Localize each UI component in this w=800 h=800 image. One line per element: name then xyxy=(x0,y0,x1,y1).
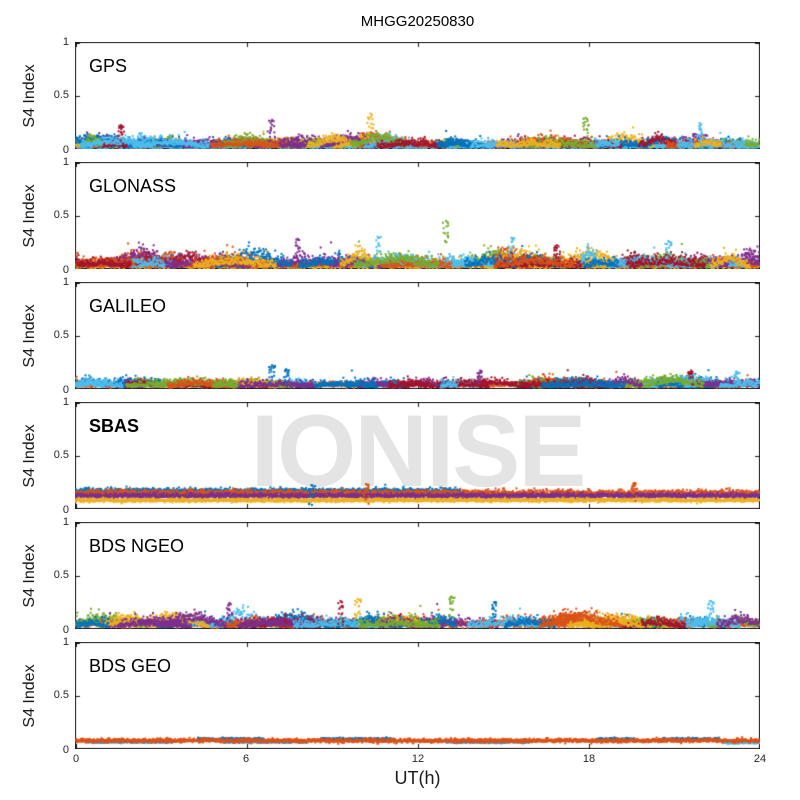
bds-geo-scatter-canvas xyxy=(75,642,760,749)
panel-galileo: S4 Index 1 0.5 0 GALILEO xyxy=(0,276,800,396)
y-tick-label-0: 0 xyxy=(62,384,69,396)
y-tick-label-0p5: 0.5 xyxy=(53,449,69,461)
panel-label-glonass: GLONASS xyxy=(89,176,177,196)
panel-label-gps: GPS xyxy=(89,56,128,76)
gps-scatter-canvas xyxy=(75,42,760,149)
panel-gps: S4 Index 1 0.5 0 GPS xyxy=(0,36,800,156)
galileo-scatter-canvas xyxy=(75,282,760,389)
plot-area-galileo: GALILEO xyxy=(75,282,760,389)
bds-ngeo-scatter-canvas xyxy=(75,522,760,629)
panel-label-sbas: SBAS xyxy=(89,416,140,436)
sbas-scatter-canvas xyxy=(75,402,760,509)
panel-bds-geo: S4 Index 1 0.5 0 BDS GEO xyxy=(0,636,800,756)
y-tick-label-1: 1 xyxy=(62,276,69,288)
y-tick-label-1: 1 xyxy=(62,516,69,528)
y-tick-label-0p5: 0.5 xyxy=(53,569,69,581)
panel-label-bds-geo: BDS GEO xyxy=(89,656,172,676)
plot-area-gps: GPS xyxy=(75,42,760,149)
y-tick-label-0: 0 xyxy=(62,264,69,276)
y-tick-label-0p5: 0.5 xyxy=(53,89,69,101)
figure-title: MHGG20250830 xyxy=(360,13,475,30)
x-axis-title: UT(h) xyxy=(394,768,441,788)
x-tick-label-0: 0 xyxy=(72,753,80,765)
panel-label-bds-ngeo: BDS NGEO xyxy=(89,536,185,556)
y-tick-label-1: 1 xyxy=(62,36,69,48)
y-tick-label-0: 0 xyxy=(62,744,69,756)
y-tick-label-1: 1 xyxy=(62,156,69,168)
x-axis-tick-labels: 0 6 12 18 24 xyxy=(0,753,800,767)
y-tick-label-0p5: 0.5 xyxy=(53,209,69,221)
panel-sbas: S4 Index 1 0.5 0 SBAS xyxy=(0,396,800,516)
glonass-scatter-canvas xyxy=(75,162,760,269)
y-tick-label-0: 0 xyxy=(62,624,69,636)
y-tick-label-0p5: 0.5 xyxy=(53,689,69,701)
plot-area-bds-geo: BDS GEO xyxy=(75,642,760,749)
panel-label-galileo: GALILEO xyxy=(89,296,167,316)
x-tick-label-6: 6 xyxy=(242,753,250,765)
plot-area-bds-ngeo: BDS NGEO xyxy=(75,522,760,629)
plot-area-glonass: GLONASS xyxy=(75,162,760,269)
plot-area-sbas: SBAS xyxy=(75,402,760,509)
y-tick-label-0p5: 0.5 xyxy=(53,329,69,341)
y-tick-label-0: 0 xyxy=(62,144,69,156)
panel-bds-ngeo: S4 Index 1 0.5 0 BDS NGEO xyxy=(0,516,800,636)
x-tick-label-24: 24 xyxy=(753,753,767,765)
x-tick-label-18: 18 xyxy=(582,753,596,765)
y-tick-label-0: 0 xyxy=(62,504,69,516)
y-tick-label-1: 1 xyxy=(62,396,69,408)
panel-glonass: S4 Index 1 0.5 0 GLONASS xyxy=(0,156,800,276)
x-tick-label-12: 12 xyxy=(411,753,425,765)
y-tick-label-1: 1 xyxy=(62,636,69,648)
